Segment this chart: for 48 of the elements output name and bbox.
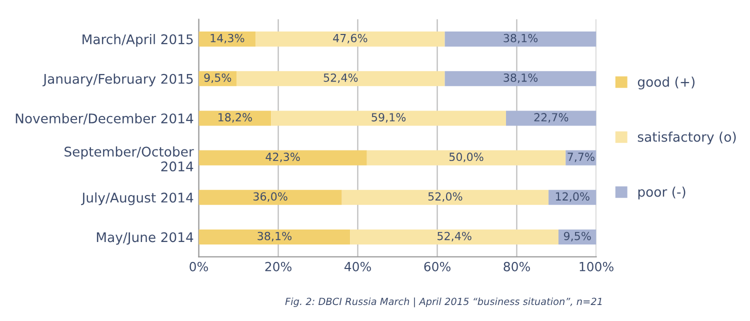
bar [198,190,342,205]
data-label: 7,7% [568,152,594,162]
bar [366,150,566,166]
data-label: 9,5% [204,73,232,84]
data-label: 9,5% [564,232,591,242]
y-tick-label: September/October 2014 [64,146,194,172]
bar [444,32,596,47]
x-tick-label: 0% [190,262,208,272]
bar [444,71,596,86]
data-label: 22,7% [534,113,568,123]
bar [350,229,558,245]
data-label: 38,1% [504,34,538,44]
bar [198,150,367,166]
data-label: 50,0% [449,152,484,162]
bar [198,32,256,47]
bar [198,110,272,126]
caption: Fig. 2: DBCI Russia March | April 2015 “business situation”, n=21 [285,298,602,308]
data-label: 59,1% [372,113,406,123]
data-label: 42,3% [266,152,300,162]
bar [236,71,445,86]
data-label: 52,4% [324,73,358,84]
x-tick-label: 80% [504,262,530,272]
y-tick-label: March/April 2015 [82,34,193,47]
data-label: 36,0% [254,192,288,202]
data-label: 47,6% [333,34,368,44]
y-tick-label: November/December 2014 [16,113,194,124]
data-label: 14,3% [210,34,244,44]
data-label: 38,1% [258,232,292,242]
legend-label: satisfactory (o) [638,132,736,144]
y-tick-label: January/February 2015 [42,74,193,86]
bar [506,110,596,126]
x-tick-label: 100% [580,262,614,272]
data-label: 12,0% [556,192,590,202]
bar [256,32,445,47]
y-tick-label: May/June 2014 [96,232,194,245]
x-tick-label: 20% [265,262,292,272]
bar [342,190,549,205]
legend-label: poor (-) [638,186,686,200]
data-label: 52,4% [438,232,472,242]
x-tick-label: 60% [424,262,450,272]
y-tick-label: July/August 2014 [81,192,194,206]
data-label: 52,0% [428,192,462,202]
bar [198,229,350,245]
data-label: 18,2% [218,113,252,123]
bar [271,110,506,126]
legend-label: good (+) [638,76,694,90]
x-tick-label: 40% [344,262,371,272]
data-label: 38,1% [504,73,538,84]
